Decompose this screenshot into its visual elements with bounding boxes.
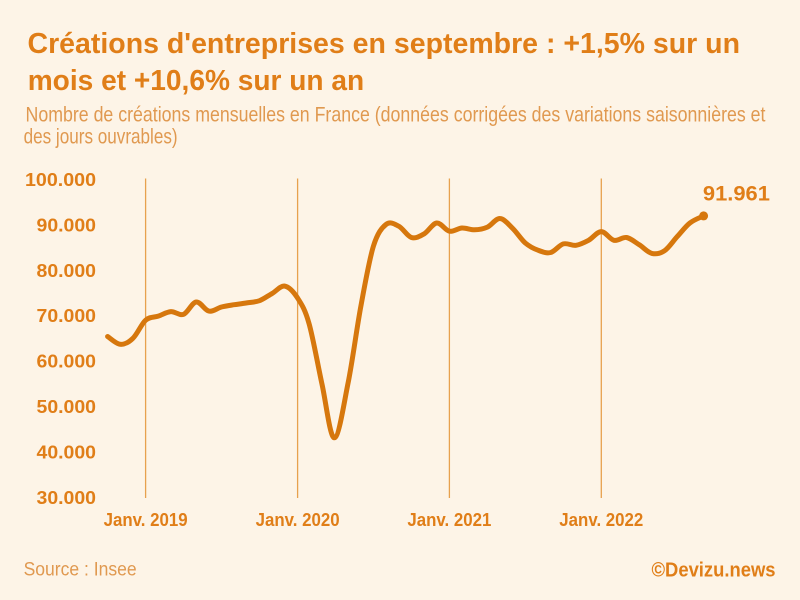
svg-text:80.000: 80.000: [37, 261, 97, 281]
svg-text:60.000: 60.000: [37, 352, 97, 372]
svg-text:50.000: 50.000: [37, 397, 97, 417]
svg-text:70.000: 70.000: [37, 306, 97, 326]
svg-text:Janv. 2019: Janv. 2019: [104, 509, 188, 530]
svg-text:des jours ouvrables): des jours ouvrables): [24, 125, 178, 148]
svg-text:©Devizu.news: ©Devizu.news: [652, 560, 776, 582]
svg-text:Janv. 2022: Janv. 2022: [559, 509, 643, 530]
svg-text:Nombre de créations mensuelles: Nombre de créations mensuelles en France…: [26, 103, 766, 126]
svg-text:Source : Insee: Source : Insee: [24, 560, 137, 581]
svg-text:90.000: 90.000: [37, 215, 97, 235]
svg-text:30.000: 30.000: [37, 488, 97, 508]
svg-text:Créations d'entreprises en sep: Créations d'entreprises en septembre : +…: [28, 28, 741, 60]
svg-text:Janv. 2020: Janv. 2020: [256, 509, 340, 530]
svg-text:100.000: 100.000: [25, 170, 96, 190]
svg-text:40.000: 40.000: [37, 443, 97, 463]
svg-text:mois et +10,6% sur un an: mois et +10,6% sur un an: [28, 65, 365, 97]
svg-text:91.961: 91.961: [703, 183, 770, 206]
svg-text:Janv. 2021: Janv. 2021: [407, 509, 491, 530]
